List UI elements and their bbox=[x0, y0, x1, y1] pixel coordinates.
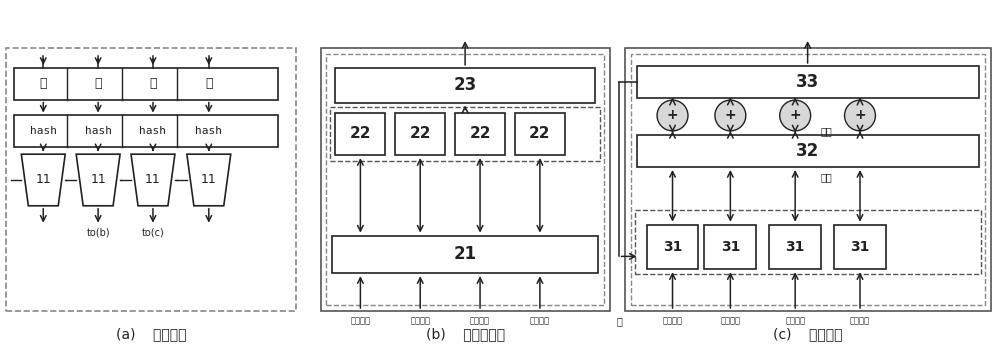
Text: 键: 键 bbox=[149, 77, 157, 90]
Text: 11: 11 bbox=[145, 174, 161, 186]
Text: +: + bbox=[854, 109, 866, 122]
Bar bbox=[332, 236, 598, 273]
Text: 31: 31 bbox=[850, 240, 870, 254]
Text: 哈希索引: 哈希索引 bbox=[785, 316, 805, 325]
Circle shape bbox=[657, 100, 688, 131]
Text: (c)    混排单元: (c) 混排单元 bbox=[773, 327, 842, 341]
Circle shape bbox=[715, 100, 746, 131]
Bar bbox=[14, 68, 278, 100]
Text: 21: 21 bbox=[454, 245, 477, 263]
Text: 哈希索引: 哈希索引 bbox=[350, 316, 370, 325]
Bar bbox=[455, 112, 505, 155]
Text: 22: 22 bbox=[350, 126, 371, 141]
Text: 22: 22 bbox=[529, 126, 551, 141]
Bar bbox=[326, 54, 604, 305]
Text: 哈希索引: 哈希索引 bbox=[470, 316, 490, 325]
Text: 11: 11 bbox=[35, 174, 51, 186]
Text: 键: 键 bbox=[94, 77, 102, 90]
Text: 32: 32 bbox=[796, 142, 819, 160]
Text: +: + bbox=[725, 109, 736, 122]
Bar bbox=[647, 225, 698, 269]
Polygon shape bbox=[131, 154, 175, 206]
Bar bbox=[321, 48, 610, 311]
Text: 11: 11 bbox=[90, 174, 106, 186]
Text: +: + bbox=[667, 109, 678, 122]
Text: 31: 31 bbox=[785, 240, 805, 254]
Circle shape bbox=[780, 100, 811, 131]
Bar bbox=[330, 106, 600, 161]
Text: 22: 22 bbox=[469, 126, 491, 141]
Text: hash: hash bbox=[30, 126, 57, 136]
Text: 键: 键 bbox=[40, 77, 47, 90]
Polygon shape bbox=[187, 154, 231, 206]
Text: 33: 33 bbox=[796, 73, 819, 91]
Text: 哈希索引: 哈希索引 bbox=[720, 316, 740, 325]
Bar bbox=[631, 54, 985, 305]
Bar bbox=[637, 66, 979, 97]
Bar bbox=[515, 112, 565, 155]
Text: 键: 键 bbox=[617, 316, 623, 326]
Bar bbox=[704, 225, 756, 269]
Text: +: + bbox=[789, 109, 801, 122]
Text: hash: hash bbox=[85, 126, 112, 136]
Bar bbox=[14, 116, 278, 147]
Bar bbox=[6, 48, 296, 311]
Bar bbox=[625, 48, 991, 311]
Bar bbox=[335, 68, 595, 102]
Bar bbox=[335, 112, 385, 155]
Circle shape bbox=[845, 100, 875, 131]
Text: hash: hash bbox=[139, 126, 166, 136]
Bar bbox=[834, 225, 886, 269]
Bar bbox=[637, 135, 979, 167]
Text: (a)    哈希单元: (a) 哈希单元 bbox=[116, 327, 186, 341]
Bar bbox=[395, 112, 445, 155]
Text: 哈希索引: 哈希索引 bbox=[410, 316, 430, 325]
Text: to(b): to(b) bbox=[86, 228, 110, 238]
Bar bbox=[635, 210, 981, 274]
Polygon shape bbox=[21, 154, 65, 206]
Text: 11: 11 bbox=[201, 174, 217, 186]
Text: hash: hash bbox=[195, 126, 222, 136]
Text: 键: 键 bbox=[205, 77, 213, 90]
Text: to(c): to(c) bbox=[142, 228, 164, 238]
Text: 哈希索引: 哈希索引 bbox=[663, 316, 683, 325]
Text: 31: 31 bbox=[721, 240, 740, 254]
Polygon shape bbox=[76, 154, 120, 206]
Text: 23: 23 bbox=[453, 76, 477, 94]
Text: 22: 22 bbox=[409, 126, 431, 141]
Text: 计数: 计数 bbox=[820, 172, 832, 182]
Text: 哈希索引: 哈希索引 bbox=[850, 316, 870, 325]
Text: (b)    直方图单元: (b) 直方图单元 bbox=[426, 327, 505, 341]
Text: 31: 31 bbox=[663, 240, 682, 254]
Text: 哈希索引: 哈希索引 bbox=[530, 316, 550, 325]
Text: 偏移: 偏移 bbox=[820, 126, 832, 136]
Bar bbox=[769, 225, 821, 269]
